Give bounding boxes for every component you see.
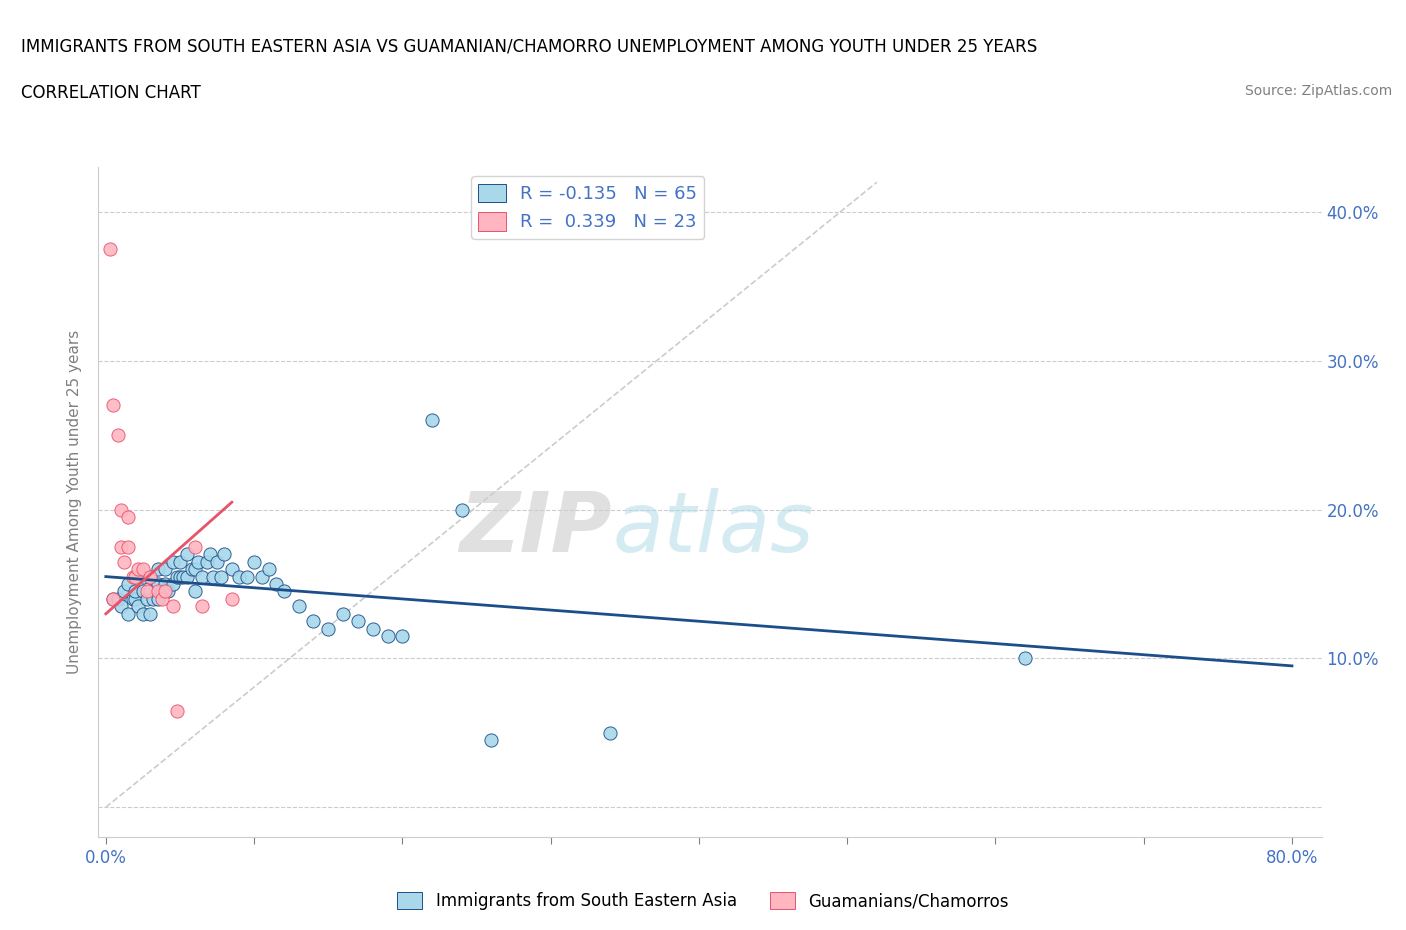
Point <box>191 599 214 614</box>
Point <box>150 584 173 599</box>
Point <box>221 591 243 606</box>
Point <box>127 562 149 577</box>
Point <box>332 606 354 621</box>
Point <box>112 554 135 569</box>
Point <box>228 569 250 584</box>
Point <box>121 591 143 606</box>
Point <box>302 614 325 629</box>
Point <box>150 591 173 606</box>
Point <box>184 562 207 577</box>
Point <box>132 584 155 599</box>
Point <box>132 606 155 621</box>
Point <box>166 569 188 584</box>
Point <box>107 428 129 443</box>
Point <box>347 614 370 629</box>
Point <box>136 591 159 606</box>
Point <box>450 502 472 517</box>
Point <box>162 577 184 591</box>
Point <box>136 584 159 599</box>
Point <box>127 599 149 614</box>
Point <box>169 554 191 569</box>
Point <box>201 569 224 584</box>
Point <box>98 242 121 257</box>
Point <box>139 584 162 599</box>
Point <box>117 606 139 621</box>
Point <box>205 554 228 569</box>
Point <box>124 591 146 606</box>
Point <box>391 629 413 644</box>
Point <box>146 562 169 577</box>
Point <box>599 725 621 740</box>
Point <box>103 591 125 606</box>
Point <box>103 591 125 606</box>
Point <box>166 703 188 718</box>
Y-axis label: Unemployment Among Youth under 25 years: Unemployment Among Youth under 25 years <box>67 330 83 674</box>
Point <box>121 569 143 584</box>
Point <box>142 591 165 606</box>
Point <box>162 554 184 569</box>
Point <box>117 577 139 591</box>
Point <box>1014 651 1036 666</box>
Point <box>250 569 273 584</box>
Point <box>287 599 309 614</box>
Point <box>176 547 198 562</box>
Point <box>110 539 132 554</box>
Point <box>124 569 146 584</box>
Text: IMMIGRANTS FROM SOUTH EASTERN ASIA VS GUAMANIAN/CHAMORRO UNEMPLOYMENT AMONG YOUT: IMMIGRANTS FROM SOUTH EASTERN ASIA VS GU… <box>21 37 1038 55</box>
Point <box>221 562 243 577</box>
Point <box>139 569 162 584</box>
Point <box>187 554 209 569</box>
Point <box>146 591 169 606</box>
Point <box>132 569 155 584</box>
Point <box>361 621 384 636</box>
Point <box>316 621 339 636</box>
Point <box>169 569 191 584</box>
Point <box>176 569 198 584</box>
Point <box>117 539 139 554</box>
Text: atlas: atlas <box>612 488 814 569</box>
Point <box>257 562 280 577</box>
Point <box>273 584 295 599</box>
Point <box>139 569 162 584</box>
Text: ZIP: ZIP <box>460 488 612 569</box>
Point <box>110 599 132 614</box>
Point <box>107 591 129 606</box>
Point <box>172 569 194 584</box>
Point <box>146 584 169 599</box>
Point <box>479 733 502 748</box>
Point <box>243 554 266 569</box>
Point <box>110 502 132 517</box>
Legend: R = -0.135   N = 65, R =  0.339   N = 23: R = -0.135 N = 65, R = 0.339 N = 23 <box>471 177 704 239</box>
Point <box>235 569 257 584</box>
Point <box>117 510 139 525</box>
Point <box>153 584 176 599</box>
Text: Source: ZipAtlas.com: Source: ZipAtlas.com <box>1244 84 1392 98</box>
Point <box>184 584 207 599</box>
Point <box>191 569 214 584</box>
Point <box>180 562 202 577</box>
Point <box>266 577 288 591</box>
Point <box>420 413 443 428</box>
Point <box>162 599 184 614</box>
Point <box>157 584 180 599</box>
Point <box>377 629 399 644</box>
Point <box>112 584 135 599</box>
Point <box>146 577 169 591</box>
Point <box>184 539 207 554</box>
Point <box>132 562 155 577</box>
Point <box>211 569 233 584</box>
Point <box>153 562 176 577</box>
Point <box>198 547 221 562</box>
Point <box>214 547 236 562</box>
Point <box>195 554 218 569</box>
Text: CORRELATION CHART: CORRELATION CHART <box>21 84 201 101</box>
Point <box>103 398 125 413</box>
Point <box>124 584 146 599</box>
Point <box>139 606 162 621</box>
Legend: Immigrants from South Eastern Asia, Guamanians/Chamorros: Immigrants from South Eastern Asia, Guam… <box>391 885 1015 917</box>
Point <box>153 577 176 591</box>
